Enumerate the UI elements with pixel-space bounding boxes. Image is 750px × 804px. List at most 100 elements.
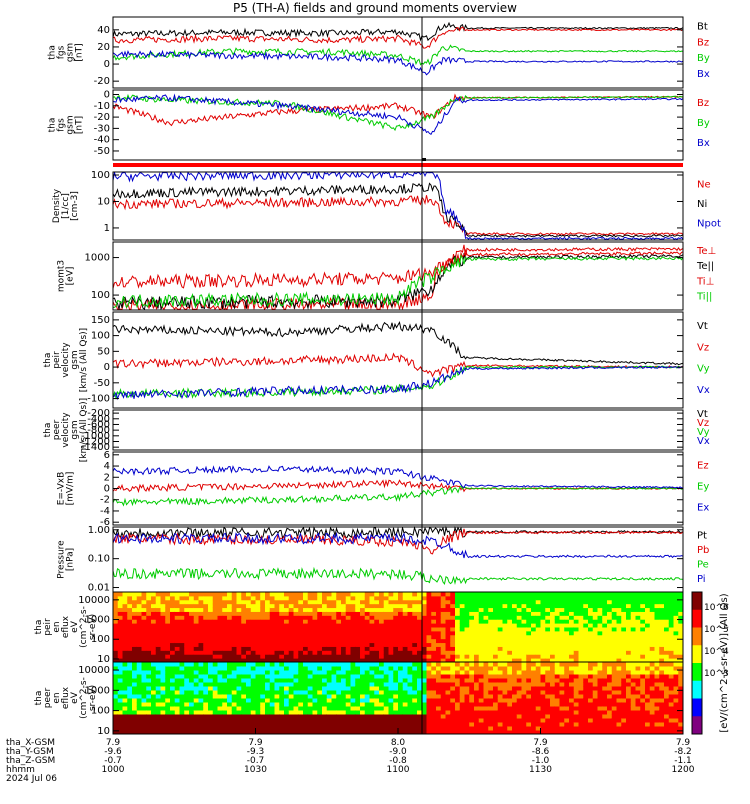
legend-Ti⊥: Ti⊥	[696, 276, 714, 287]
row-label: 2024 Jul 06	[6, 774, 57, 784]
y-tick-label: -20	[94, 76, 110, 87]
series-Pi	[112, 531, 684, 559]
series-Ni	[112, 182, 684, 238]
y-label-line: [mV/m]	[66, 472, 76, 506]
series-Bx	[112, 93, 684, 136]
panel-frame	[112, 311, 684, 409]
panel-peir_en_eflux: 10000 1000 100 10 tha peir en eflux eV (cm^2-s-sr…	[34, 591, 684, 665]
colorbar-frame	[691, 591, 703, 735]
legend-Pt: Pt	[697, 531, 707, 542]
legend-By: By	[697, 53, 710, 64]
legend-Te⊥: Te⊥	[696, 246, 716, 257]
series-Bx	[112, 49, 684, 76]
colorbar-segment	[692, 698, 702, 717]
y-tick-label: -400	[87, 414, 110, 425]
hhmm-tick-label: 1000	[102, 765, 125, 775]
y-tick-label: 10000	[78, 595, 110, 606]
y-label-line: [km/s (All Qs)]	[79, 398, 89, 462]
y-label-line: peer	[43, 687, 53, 708]
y-label-line: [cm-3]	[70, 191, 80, 221]
x-gsm-value: 7.9	[533, 738, 548, 748]
y-label-line: gsm	[70, 420, 80, 439]
legend-Bx: Bx	[697, 138, 710, 149]
y-tick-label: -50	[94, 378, 110, 389]
legend-Vt: Vt	[697, 409, 708, 420]
y-label-line: Pressure	[57, 540, 67, 579]
y-label-line: [nT]	[75, 43, 85, 61]
colorbar-segment	[692, 716, 702, 735]
series-Bt	[112, 21, 684, 42]
y-label-line: (cm^2-s-	[79, 677, 89, 719]
y-tick-label: -4	[100, 506, 110, 517]
panel-density: 100 10 1 Density [1/cc] [cm-3] Ne Ni Npot	[52, 170, 721, 241]
y-label-line: tha	[43, 353, 53, 368]
series-Ey	[112, 485, 684, 507]
y-label-line: (cm^2-s-	[79, 606, 89, 648]
y-tick-label: -50	[94, 146, 110, 157]
y-tick-label: -600	[87, 419, 110, 430]
y-label-line: tha	[34, 620, 44, 635]
y-label-line: tha	[48, 118, 58, 133]
y-tick-label: 100	[91, 170, 110, 181]
y-tick-label: 1000	[85, 253, 110, 264]
legend-Pb: Pb	[697, 545, 709, 556]
legend-Bx: Bx	[697, 69, 710, 80]
colorbar-label: [eV/(cm^2-s-sr-eV)] (All Qs)	[719, 593, 730, 732]
y-tick-label: -20	[94, 112, 110, 123]
y-label-line: peir	[43, 618, 53, 636]
y-label-line: en	[52, 621, 62, 632]
y-axis-label: tha fgs gsm [nT]	[48, 115, 85, 134]
colorbar-tick: 10^4	[704, 647, 729, 657]
y-tick-label: 100	[91, 706, 110, 717]
x-gsm-value: 7.9	[676, 738, 691, 748]
colorbar-segment	[692, 592, 702, 611]
legend-Vt: Vt	[697, 321, 708, 332]
plot-title: P5 (TH-A) fields and ground moments over…	[233, 1, 517, 15]
legend-Bt: Bt	[697, 22, 708, 33]
series-Ex	[112, 465, 684, 489]
y-tick-label: 100	[91, 290, 110, 301]
legend-Bz: Bz	[697, 98, 709, 109]
y-tick-label: -6	[100, 517, 110, 528]
legend-Ne: Ne	[697, 180, 711, 191]
legend-Npot: Npot	[697, 218, 721, 229]
y-label-line: eV	[70, 620, 80, 633]
row-label: tha_Z-GSM	[6, 756, 55, 766]
y-label-line: [eV]	[66, 267, 76, 286]
y-label-line: gsm	[70, 350, 80, 369]
series-Vx	[112, 365, 684, 401]
y-label-line: [1/cc]	[61, 193, 71, 219]
series-Te||	[112, 253, 684, 311]
z-gsm-value: -0.8	[389, 756, 407, 766]
y-tick-label: 100	[91, 331, 110, 342]
y-label-line: tha	[34, 691, 44, 706]
colorbar-segment	[692, 663, 702, 682]
y-label-line: sr-eV)	[88, 614, 98, 640]
series-Ti||	[112, 253, 684, 309]
y-axis-label: tha fgs gsm [nT]	[48, 43, 85, 62]
colorbar-segment	[692, 609, 702, 628]
y-label-line: [nT]	[75, 116, 85, 134]
colorbar: [eV/(cm^2-s-sr-eV)] (All Qs)10^6 10^5 10^4…	[691, 591, 730, 735]
y-tick-label: -200	[87, 408, 110, 419]
row-label: tha_X-GSM	[6, 738, 55, 748]
panel-moms_temp: 1000 100 momt3 [eV] Te⊥ Te|| Ti⊥ Ti||	[57, 241, 716, 311]
y-axis-label: tha peer velocity gsm [km/s (All Qs)]	[43, 398, 89, 462]
y-label-line: eflux	[61, 615, 71, 638]
y-label-line: [km/s (All Qs)]	[79, 328, 89, 392]
y-tick-label: 1	[104, 223, 110, 234]
series-Ez	[112, 479, 684, 494]
y-axis-label: tha peir velocity gsm [km/s (All Qs)]	[43, 328, 89, 392]
panel-pressure: 1.00 0.10 0.01 Pressure [nPa] Pt Pb Pe Pi	[57, 525, 710, 594]
y-gsm-value: -8.6	[532, 747, 550, 757]
panel-frame	[112, 89, 684, 161]
colorbar-tick: 10^3	[704, 669, 729, 679]
panel-frame	[112, 409, 684, 451]
z-gsm-value: -0.7	[104, 756, 122, 766]
series-Bz	[112, 26, 684, 49]
y-tick-label: 1000	[85, 615, 110, 626]
series-Pe	[112, 566, 684, 586]
y-label-line: fgs	[57, 118, 67, 132]
legend-Ez: Ez	[697, 461, 709, 472]
